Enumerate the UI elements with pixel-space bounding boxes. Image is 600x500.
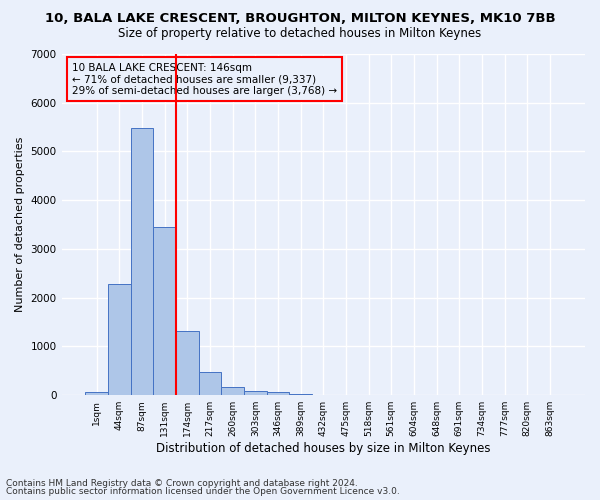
Bar (85, 392, 108, 395)
X-axis label: Distribution of detached houses by size in Milton Keynes: Distribution of detached houses by size … (156, 442, 491, 455)
Bar (131, 128, 154, 395)
Bar (266, 392, 289, 395)
Bar (221, 387, 244, 395)
Text: Size of property relative to detached houses in Milton Keynes: Size of property relative to detached ho… (118, 28, 482, 40)
Bar (199, 372, 221, 395)
Bar (154, 227, 176, 395)
Text: 10 BALA LAKE CRESCENT: 146sqm
← 71% of detached houses are smaller (9,337)
29% o: 10 BALA LAKE CRESCENT: 146sqm ← 71% of d… (72, 62, 337, 96)
Bar (244, 390, 266, 395)
Text: Contains public sector information licensed under the Open Government Licence v3: Contains public sector information licen… (6, 487, 400, 496)
Text: Contains HM Land Registry data © Crown copyright and database right 2024.: Contains HM Land Registry data © Crown c… (6, 478, 358, 488)
Bar (289, 394, 312, 395)
Text: 10, BALA LAKE CRESCENT, BROUGHTON, MILTON KEYNES, MK10 7BB: 10, BALA LAKE CRESCENT, BROUGHTON, MILTO… (44, 12, 556, 26)
Bar (108, 284, 131, 395)
Y-axis label: Number of detached properties: Number of detached properties (15, 137, 25, 312)
Bar (176, 332, 199, 395)
